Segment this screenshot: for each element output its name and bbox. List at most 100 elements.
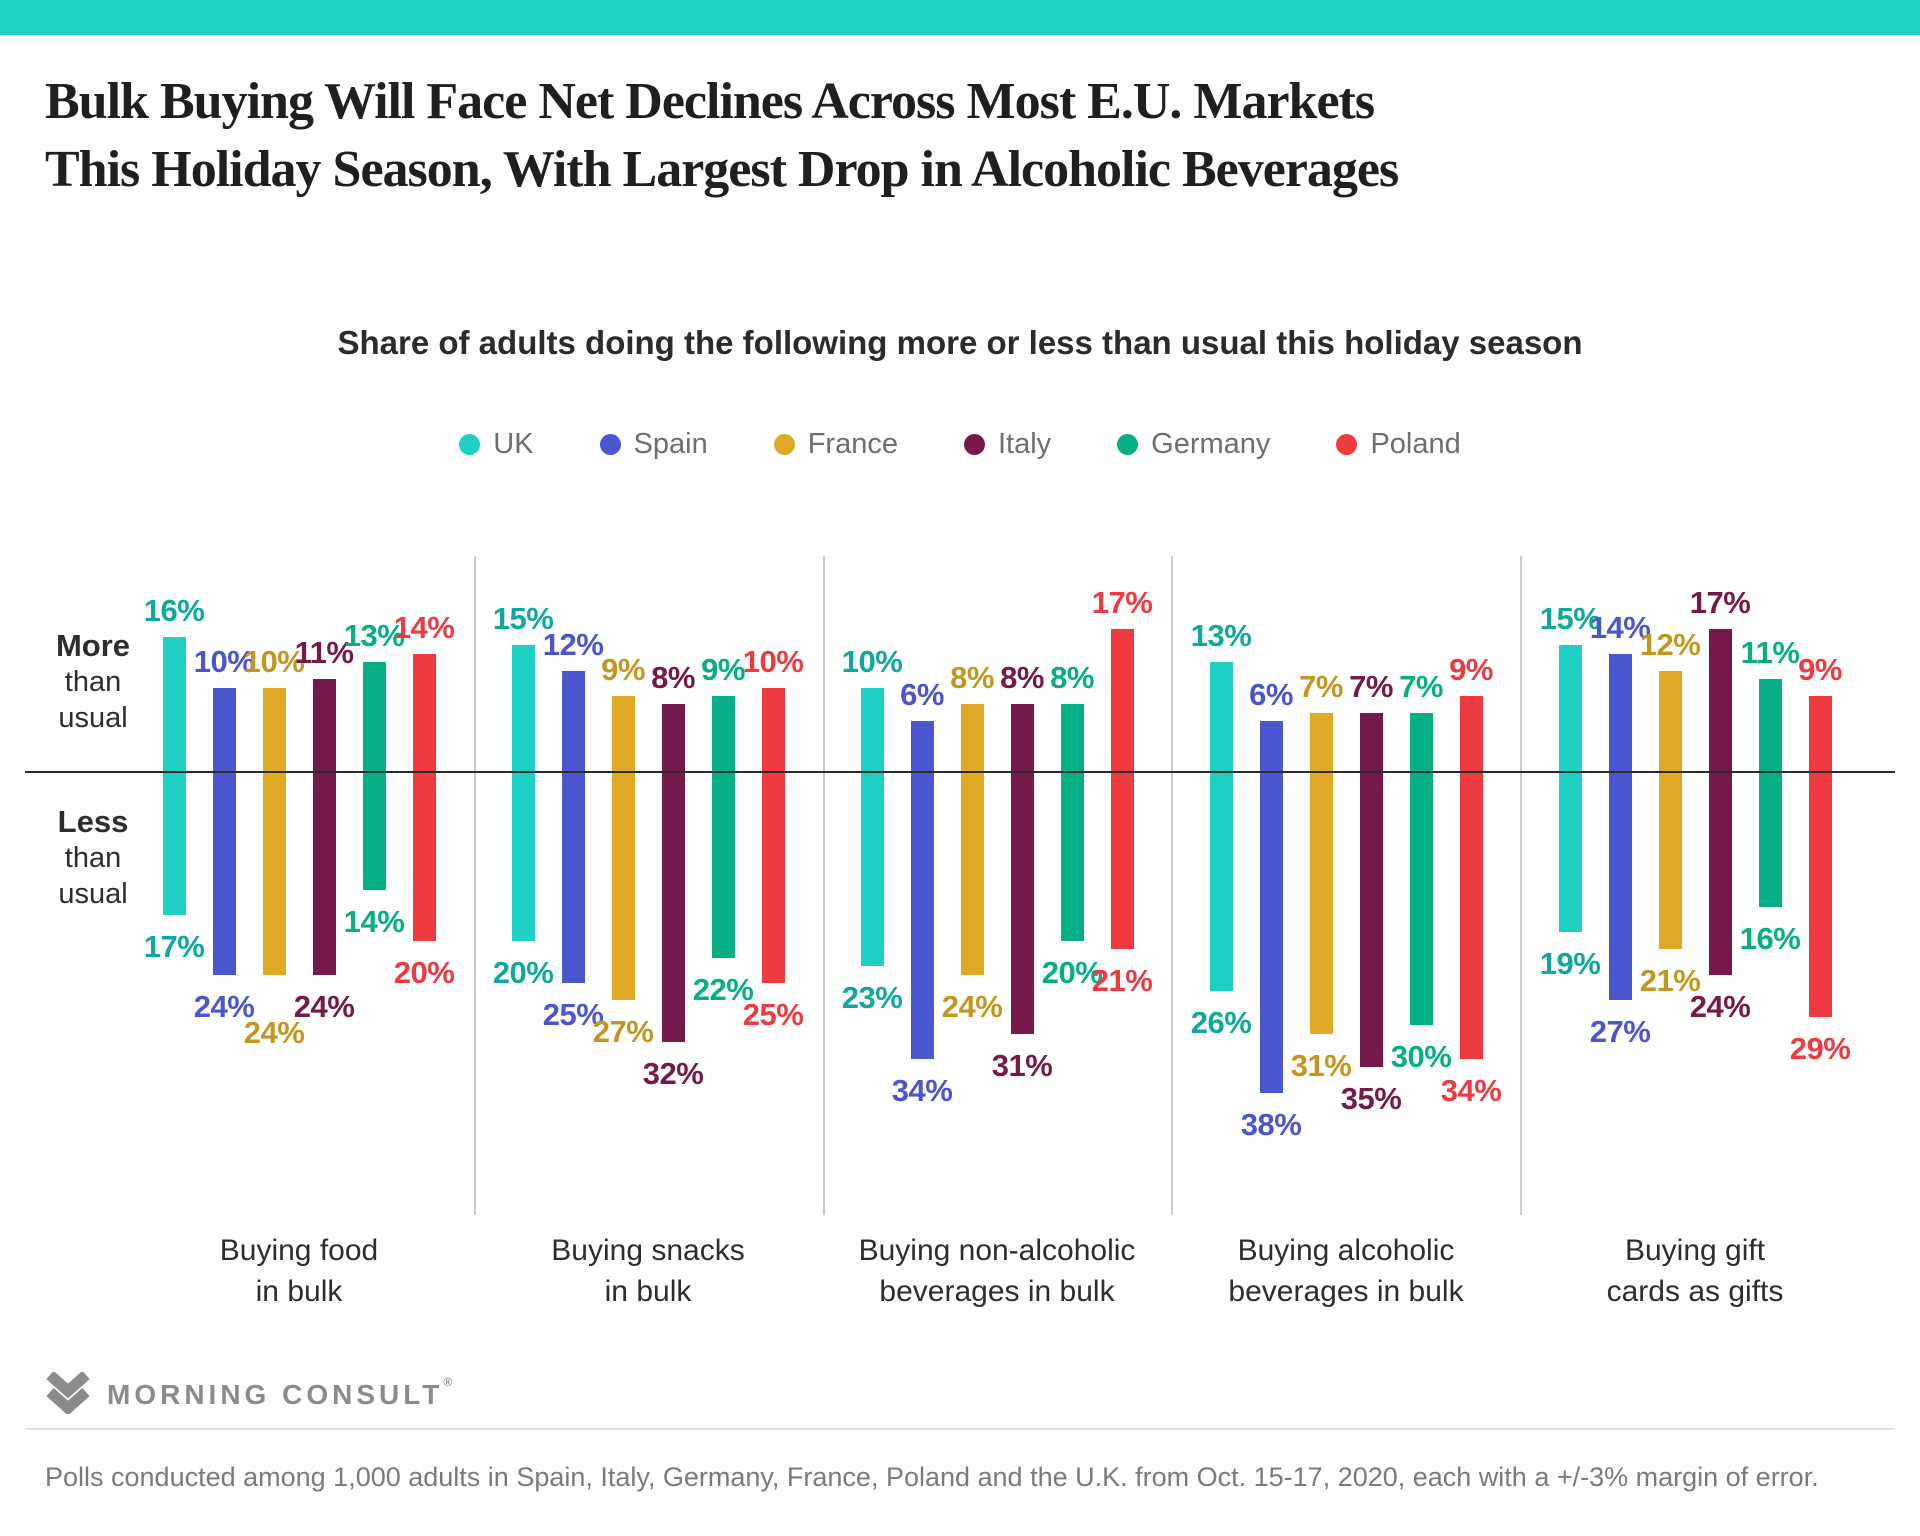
category-label-line: Buying gift <box>1624 1234 1766 1267</box>
methodology-footnote: Polls conducted among 1,000 adults in Sp… <box>45 1462 1819 1492</box>
legend-label-germany: Germany <box>1151 428 1271 460</box>
value-less-uk-4: 26% <box>1190 1005 1252 1041</box>
bar-spain-1 <box>212 687 236 975</box>
legend-item-france: France <box>773 428 898 461</box>
legend-dot-germany <box>1117 434 1139 455</box>
category-label-line: beverages in bulk <box>879 1275 1115 1308</box>
value-less-italy-1: 24% <box>293 988 355 1024</box>
category-label-line: Buying non-alcoholic <box>858 1234 1136 1267</box>
value-less-france-2: 27% <box>592 1013 654 1049</box>
value-more-spain-1: 10% <box>193 643 255 679</box>
value-more-uk-1: 16% <box>143 592 205 628</box>
value-more-spain-3: 6% <box>900 677 944 713</box>
legend-label-italy: Italy <box>997 428 1052 460</box>
value-more-italy-1: 11% <box>294 635 354 671</box>
top-accent-banner <box>0 0 1920 35</box>
group-separator-1 <box>474 556 476 1215</box>
value-less-germany-1: 14% <box>343 904 405 940</box>
category-label-3: Buying non-alcoholic beverages in bulk <box>827 1230 1167 1312</box>
legend-label-france: France <box>807 428 898 460</box>
value-more-france-3: 8% <box>950 660 994 696</box>
category-label-4: Buying alcoholic beverages in bulk <box>1176 1230 1516 1312</box>
bar-spain-5 <box>1608 653 1632 1000</box>
bar-germany-3 <box>1060 704 1084 941</box>
bar-uk-2 <box>511 645 535 941</box>
bar-uk-3 <box>860 687 884 967</box>
value-less-france-3: 24% <box>941 988 1003 1024</box>
page-title: Bulk Buying Will Face Net Declines Acros… <box>45 68 1399 204</box>
value-less-uk-5: 19% <box>1539 946 1601 982</box>
value-more-spain-4: 6% <box>1249 677 1293 713</box>
legend-label-uk: UK <box>493 428 534 460</box>
value-less-germany-3: 20% <box>1041 954 1103 990</box>
bar-poland-4 <box>1459 696 1483 1059</box>
value-less-germany-4: 30% <box>1390 1039 1452 1075</box>
value-less-uk-2: 20% <box>492 954 554 990</box>
legend-item-uk: UK <box>459 428 534 461</box>
bar-spain-4 <box>1259 721 1283 1093</box>
value-less-spain-5: 27% <box>1589 1013 1651 1049</box>
legend-dot-poland <box>1336 434 1358 455</box>
value-more-germany-4: 7% <box>1399 668 1443 704</box>
brand-logo: MORNING CONSULT® <box>45 1372 456 1414</box>
value-less-france-5: 21% <box>1639 963 1701 999</box>
category-label-5: Buying gift cards as gifts <box>1525 1230 1865 1312</box>
bar-italy-1 <box>312 679 336 975</box>
group-separator-4 <box>1520 556 1522 1215</box>
legend-item-italy: Italy <box>963 428 1052 461</box>
value-less-poland-2: 25% <box>742 997 804 1032</box>
value-less-poland-1: 20% <box>393 954 455 990</box>
bar-poland-1 <box>412 653 436 941</box>
value-more-spain-5: 14% <box>1589 609 1651 645</box>
value-more-poland-1: 14% <box>393 609 455 645</box>
value-less-germany-2: 22% <box>692 971 754 1007</box>
group-separator-3 <box>1171 556 1173 1215</box>
legend-label-spain: Spain <box>633 428 708 460</box>
value-less-uk-3: 23% <box>841 980 903 1016</box>
axis-label-less-than-usual: Less than usual <box>8 804 178 912</box>
legend-item-poland: Poland <box>1336 428 1461 461</box>
legend-dot-uk <box>459 434 481 455</box>
bar-italy-2 <box>661 704 685 1043</box>
value-more-france-4: 7% <box>1299 668 1343 704</box>
legend-item-germany: Germany <box>1117 428 1270 461</box>
bar-poland-2 <box>761 687 785 983</box>
value-more-france-5: 12% <box>1639 626 1701 662</box>
bar-france-3 <box>960 704 984 975</box>
bar-germany-1 <box>362 662 386 891</box>
bar-spain-2 <box>561 670 585 983</box>
legend-label-poland: Poland <box>1370 428 1461 460</box>
axis-label-line: usual <box>58 702 128 734</box>
bar-uk-5 <box>1558 645 1582 933</box>
bar-italy-3 <box>1010 704 1034 1034</box>
value-less-poland-3: 21% <box>1091 963 1153 999</box>
bar-france-2 <box>611 696 635 1000</box>
value-more-uk-2: 15% <box>492 601 554 637</box>
bar-uk-1 <box>162 636 186 916</box>
category-label-line: beverages in bulk <box>1228 1275 1464 1308</box>
bar-germany-2 <box>711 696 735 958</box>
group-separator-2 <box>823 556 825 1215</box>
value-more-uk-4: 13% <box>1190 618 1252 654</box>
brand-logo-text: MORNING CONSULT® <box>107 1375 456 1411</box>
legend-dot-france <box>773 434 795 455</box>
value-more-poland-2: 10% <box>742 643 804 679</box>
value-less-poland-5: 29% <box>1789 1030 1851 1066</box>
bar-italy-5 <box>1708 628 1732 975</box>
footer-divider <box>25 1428 1895 1430</box>
value-more-spain-2: 12% <box>542 626 604 662</box>
category-label-line: in bulk <box>255 1275 343 1308</box>
axis-label-line: Less <box>57 804 129 839</box>
legend-item-spain: Spain <box>599 428 708 461</box>
bar-germany-5 <box>1758 679 1782 908</box>
value-more-france-2: 9% <box>601 652 645 688</box>
value-less-italy-4: 35% <box>1340 1081 1402 1117</box>
value-less-poland-4: 34% <box>1440 1072 1502 1108</box>
value-less-spain-4: 38% <box>1240 1106 1302 1142</box>
value-more-germany-2: 9% <box>701 652 745 688</box>
category-label-line: in bulk <box>604 1275 692 1308</box>
value-less-italy-3: 31% <box>991 1047 1053 1083</box>
axis-label-line: than <box>64 666 122 698</box>
bar-uk-4 <box>1209 662 1233 992</box>
